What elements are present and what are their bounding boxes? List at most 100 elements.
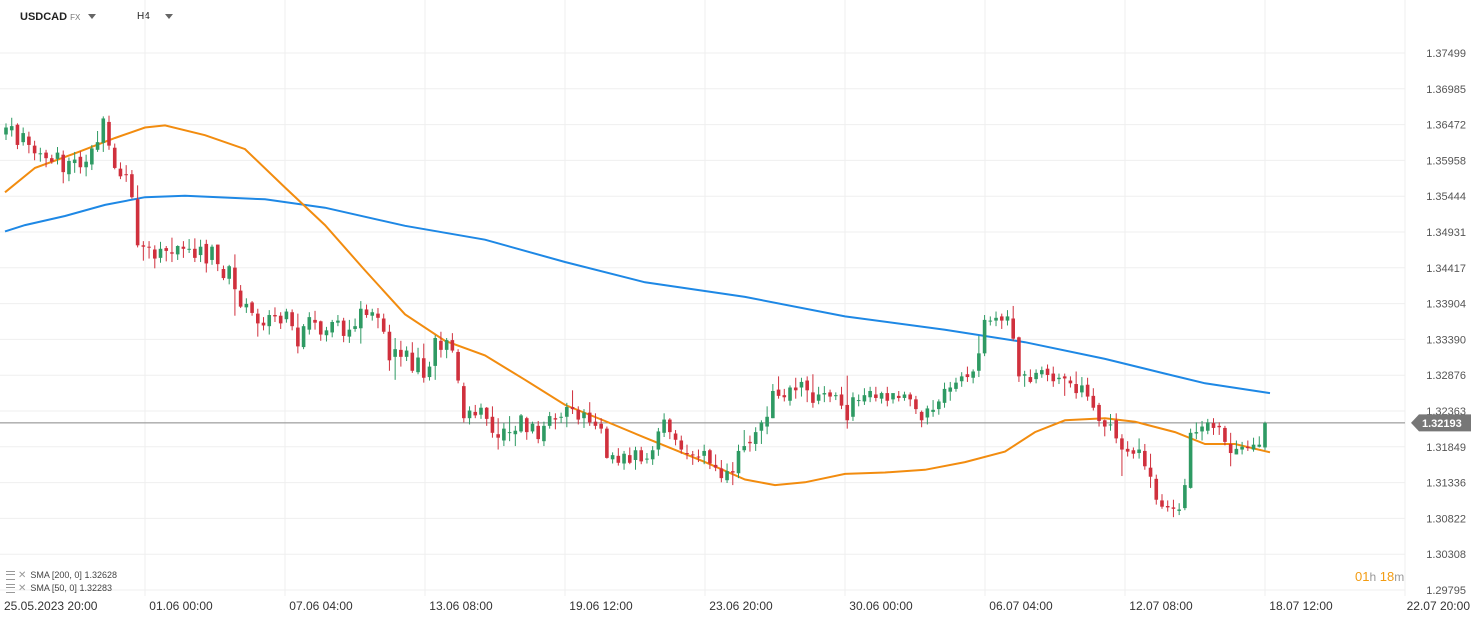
candle-body-down bbox=[748, 441, 752, 444]
candle-body-up bbox=[771, 390, 775, 419]
candle-body-down bbox=[107, 121, 111, 146]
candle-body-down bbox=[381, 318, 386, 332]
candle-body-down bbox=[639, 450, 644, 462]
candle-body-up bbox=[1263, 423, 1267, 448]
candle-body-down bbox=[376, 313, 380, 318]
candle-body-down bbox=[1217, 425, 1222, 428]
candle-body-up bbox=[1034, 372, 1038, 380]
candle-body-up bbox=[353, 326, 357, 329]
candle-body-down bbox=[713, 464, 718, 468]
price-tick-label: 1.35958 bbox=[1426, 155, 1466, 167]
candle-body-down bbox=[673, 433, 678, 440]
candle-body-down bbox=[696, 456, 701, 458]
candle-body-down bbox=[250, 302, 254, 313]
candle-body-down bbox=[1045, 368, 1050, 375]
candle-body-up bbox=[393, 349, 397, 357]
candle-body-up bbox=[513, 430, 518, 435]
candle-body-down bbox=[496, 434, 500, 438]
candle-body-up bbox=[759, 422, 764, 431]
candle-body-up bbox=[359, 308, 363, 329]
price-tick-label: 1.36472 bbox=[1426, 120, 1466, 132]
candle-body-down bbox=[1211, 423, 1216, 428]
candle-body-down bbox=[1125, 448, 1130, 452]
candle-body-down bbox=[896, 395, 901, 398]
price-tick-label: 1.33904 bbox=[1426, 299, 1466, 311]
candle-body-up bbox=[330, 321, 334, 333]
remove-indicator-icon[interactable]: ✕ bbox=[18, 570, 27, 581]
candle-body-up bbox=[307, 317, 312, 330]
countdown-minutes: 18 bbox=[1379, 569, 1395, 584]
price-axis: 1.37499 1.36985 1.36472 1.35958 1.35444 1.349… bbox=[1426, 48, 1466, 597]
remove-indicator-icon[interactable]: ✕ bbox=[18, 583, 27, 594]
candle-body-down bbox=[776, 389, 781, 396]
candle-body-up bbox=[856, 400, 861, 402]
timeframe-dropdown-chevron-icon[interactable] bbox=[165, 14, 173, 19]
candle-body-up bbox=[1200, 426, 1204, 432]
legend-row-sma50: ✕ SMA [50, 0] 1.32283 bbox=[6, 582, 117, 595]
candle-body-down bbox=[130, 174, 134, 198]
timeframe-label[interactable]: H4 bbox=[137, 11, 150, 22]
candle-body-up bbox=[977, 353, 981, 371]
indicator-settings-icon[interactable] bbox=[6, 571, 15, 580]
price-tick-label: 1.30822 bbox=[1426, 513, 1466, 525]
candle-body-down bbox=[473, 411, 478, 416]
candle-body-up bbox=[370, 312, 375, 316]
candle-body-up bbox=[4, 127, 8, 135]
symbol-selector[interactable]: USDCAD FX bbox=[20, 11, 80, 23]
candle-body-down bbox=[193, 248, 197, 258]
candle-body-down bbox=[1017, 337, 1021, 377]
candle-body-down bbox=[627, 455, 632, 463]
countdown-hours-unit: h bbox=[1369, 570, 1377, 584]
candle-body-up bbox=[1234, 448, 1239, 455]
candle-body-down bbox=[1143, 450, 1147, 467]
candle-body-down bbox=[164, 248, 169, 251]
candle-body-up bbox=[347, 329, 352, 337]
candle-body-up bbox=[210, 246, 214, 260]
candle-body-down bbox=[685, 453, 689, 455]
current-price-label: 1.32193 bbox=[1422, 418, 1462, 430]
candle-body-up bbox=[799, 381, 804, 388]
candle-body-down bbox=[152, 249, 157, 259]
price-tick-label: 1.32876 bbox=[1426, 370, 1466, 382]
sma50-line bbox=[4, 124, 1271, 487]
time-tick-label: 01.06 00:00 bbox=[149, 599, 213, 613]
candle-body-down bbox=[1165, 506, 1170, 508]
candle-body-up bbox=[650, 450, 655, 460]
candle-body-down bbox=[593, 421, 598, 426]
candle-body-up bbox=[187, 248, 191, 250]
candle-body-up bbox=[559, 416, 563, 418]
candle-body-up bbox=[833, 395, 838, 397]
price-tick-label: 1.33390 bbox=[1426, 334, 1466, 346]
candle-body-down bbox=[439, 340, 443, 350]
candle-body-down bbox=[1011, 318, 1015, 339]
candle-body-up bbox=[948, 387, 953, 392]
candle-body-down bbox=[885, 393, 890, 401]
candle-body-down bbox=[811, 392, 815, 403]
candle-body-down bbox=[112, 147, 117, 168]
candle-body-up bbox=[95, 142, 100, 150]
indicator-settings-icon[interactable] bbox=[6, 584, 15, 593]
countdown-hours: 01 bbox=[1355, 569, 1370, 584]
candle-body-up bbox=[547, 416, 552, 426]
candle-body-down bbox=[828, 392, 832, 397]
candle-body-down bbox=[782, 395, 787, 398]
price-tick-label: 1.34931 bbox=[1426, 227, 1466, 239]
candle-body-up bbox=[1205, 422, 1210, 431]
candle-body-down bbox=[1114, 420, 1119, 439]
candle-body-up bbox=[742, 446, 747, 451]
candle-body-down bbox=[399, 349, 403, 357]
time-tick-label: 13.06 08:00 bbox=[429, 599, 493, 613]
time-tick-label: 07.06 04:00 bbox=[289, 599, 353, 613]
candle-body-down bbox=[845, 404, 850, 421]
candle-body-up bbox=[1188, 432, 1193, 488]
candle-body-up bbox=[902, 394, 907, 398]
candle-body-down bbox=[204, 243, 209, 264]
candle-body-down bbox=[679, 440, 684, 450]
symbol-dropdown-chevron-icon[interactable] bbox=[88, 14, 96, 19]
candle-body-up bbox=[994, 317, 998, 321]
candle-body-down bbox=[421, 358, 426, 378]
candle-body-down bbox=[49, 158, 54, 162]
candle-body-up bbox=[925, 408, 930, 418]
candle-body-down bbox=[1160, 500, 1164, 507]
